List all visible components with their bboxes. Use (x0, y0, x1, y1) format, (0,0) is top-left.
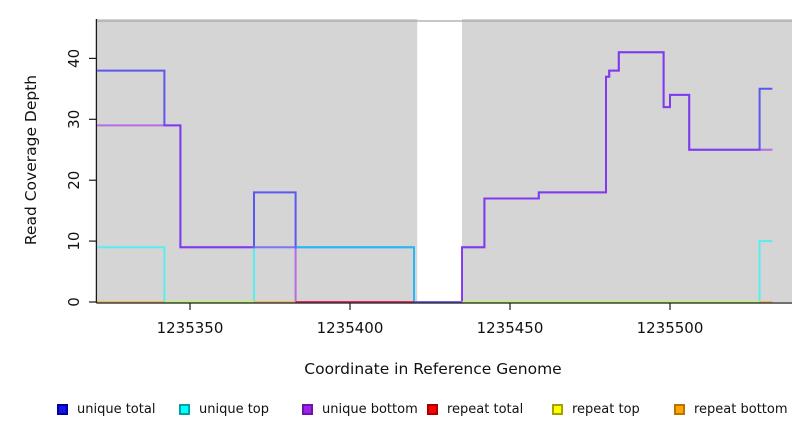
x-tick-label: 1235450 (477, 319, 544, 337)
legend-item-unique-bottom: unique bottom (302, 398, 418, 420)
y-tick-label: 10 (65, 232, 83, 251)
legend-label: repeat bottom (694, 401, 788, 417)
x-tick-label: 1235500 (637, 319, 704, 337)
x-tick-label: 1235350 (157, 319, 224, 337)
y-axis-title: Read Coverage Depth (22, 75, 40, 245)
legend-item-repeat-total: repeat total (427, 398, 523, 420)
y-tick-label: 30 (65, 110, 83, 129)
legend-label: repeat top (572, 401, 640, 417)
legend-label: repeat total (447, 401, 524, 417)
x-axis-title: Coordinate in Reference Genome (304, 360, 561, 378)
legend-label: unique top (199, 401, 270, 417)
unique-top-swatch-icon (179, 403, 190, 415)
legend-label: unique total (77, 401, 156, 417)
legend-item-unique-top: unique top (179, 398, 269, 420)
y-tick-label: 20 (65, 171, 83, 190)
x-tick-label: 1235400 (317, 319, 384, 337)
repeat-top-swatch-icon (552, 403, 563, 415)
y-tick-label: 0 (65, 297, 83, 307)
unique-bottom-swatch-icon (302, 403, 313, 415)
repeat-bottom-swatch-icon (674, 403, 685, 415)
chart-legend: unique total unique top unique bottom re… (0, 398, 792, 424)
legend-label: unique bottom (322, 401, 418, 417)
coverage-gap-band (417, 19, 462, 302)
legend-item-repeat-top: repeat top (552, 398, 640, 420)
series-line-unique-bottom (97, 51, 773, 303)
unique-total-swatch-icon (57, 403, 68, 415)
series-line-unique-top (97, 240, 773, 303)
repeat-total-swatch-icon (427, 403, 438, 415)
legend-item-unique-total: unique total (57, 398, 155, 420)
y-tick-label: 40 (65, 49, 83, 68)
legend-item-repeat-bottom: repeat bottom (674, 398, 788, 420)
